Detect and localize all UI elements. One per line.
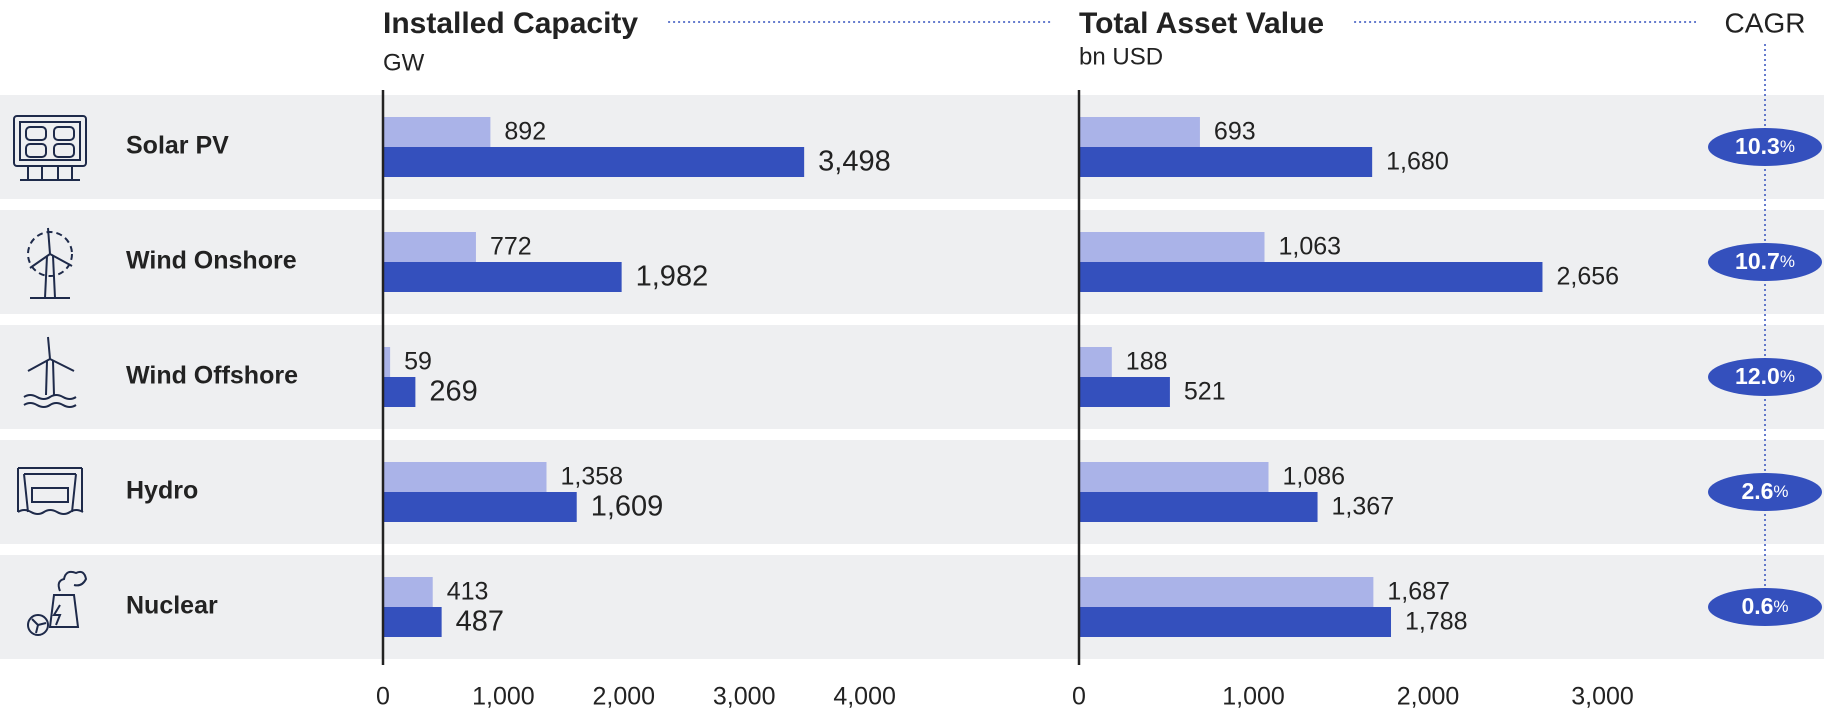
value-label: 772	[490, 233, 532, 261]
row-band	[0, 325, 1824, 429]
cagr-label: 0.6%	[1741, 593, 1788, 619]
cagr-badge	[1708, 358, 1822, 396]
bar	[1079, 377, 1170, 407]
chart-subtitle: GW	[383, 49, 425, 76]
bar	[383, 147, 805, 177]
cagr-label: 12.0%	[1735, 363, 1795, 389]
value-label: 188	[1126, 348, 1168, 376]
bar	[383, 462, 547, 492]
category-label: Wind Offshore	[126, 362, 298, 390]
x-tick-label: 3,000	[713, 683, 776, 711]
icon-wind-offshore	[23, 336, 77, 408]
icon-hydro	[17, 467, 84, 515]
value-label: 59	[404, 348, 432, 376]
row-band	[0, 95, 1824, 199]
value-label: 1,687	[1387, 578, 1450, 606]
bar	[1079, 462, 1269, 492]
value-label: 1,788	[1405, 608, 1468, 636]
x-tick-label: 0	[376, 683, 390, 711]
bar	[1079, 232, 1265, 262]
bar	[383, 117, 491, 147]
category-label: Hydro	[126, 477, 198, 505]
bar	[383, 232, 476, 262]
value-label: 1,680	[1386, 148, 1449, 176]
chart-title: Total Asset Value	[1079, 7, 1324, 40]
cagr-label: 10.7%	[1735, 248, 1795, 274]
bar	[383, 577, 433, 607]
bar	[1079, 347, 1112, 377]
bar	[383, 607, 442, 637]
bar	[383, 492, 577, 522]
value-label: 413	[447, 578, 489, 606]
value-label: 892	[504, 118, 546, 146]
row-band	[0, 440, 1824, 544]
category-label: Wind Onshore	[126, 247, 297, 275]
cagr-label: 10.3%	[1735, 133, 1795, 159]
category-label: Nuclear	[126, 592, 218, 620]
value-label: 487	[456, 606, 504, 638]
bar	[1079, 577, 1374, 607]
bar	[1079, 262, 1543, 292]
value-label: 1,367	[1332, 493, 1395, 521]
icon-solar	[13, 115, 87, 181]
bar	[383, 262, 622, 292]
bar	[383, 377, 416, 407]
value-label: 1,086	[1283, 463, 1346, 491]
icon-nuclear	[27, 570, 88, 636]
value-label: 1,609	[591, 491, 664, 523]
x-tick-label: 1,000	[472, 683, 535, 711]
x-tick-label: 2,000	[1397, 683, 1460, 711]
cagr-badge	[1708, 128, 1822, 166]
row-band	[0, 555, 1824, 659]
x-tick-label: 1,000	[1222, 683, 1285, 711]
value-label: 2,656	[1556, 263, 1619, 291]
bar	[383, 347, 391, 377]
chart-title: Installed Capacity	[383, 7, 638, 40]
x-tick-label: 2,000	[593, 683, 656, 711]
cagr-label: 2.6%	[1741, 478, 1788, 504]
value-label: 3,498	[818, 146, 891, 178]
chart-subtitle: bn USD	[1079, 43, 1163, 70]
bar	[1079, 147, 1373, 177]
x-tick-label: 4,000	[833, 683, 896, 711]
icon-wind-onshore	[27, 227, 73, 299]
value-label: 1,982	[636, 261, 709, 293]
value-label: 693	[1214, 118, 1256, 146]
bar	[1079, 607, 1392, 637]
value-label: 1,358	[561, 463, 624, 491]
x-tick-label: 0	[1072, 683, 1086, 711]
bar	[1079, 117, 1200, 147]
category-label: Solar PV	[126, 132, 229, 160]
cagr-title: CAGR	[1725, 7, 1806, 38]
value-label: 521	[1184, 378, 1226, 406]
cagr-badge	[1708, 243, 1822, 281]
value-label: 1,063	[1278, 233, 1341, 261]
bar	[1079, 492, 1318, 522]
x-tick-label: 3,000	[1571, 683, 1634, 711]
cagr-badge	[1708, 588, 1822, 626]
cagr-badge	[1708, 473, 1822, 511]
value-label: 269	[429, 376, 477, 408]
